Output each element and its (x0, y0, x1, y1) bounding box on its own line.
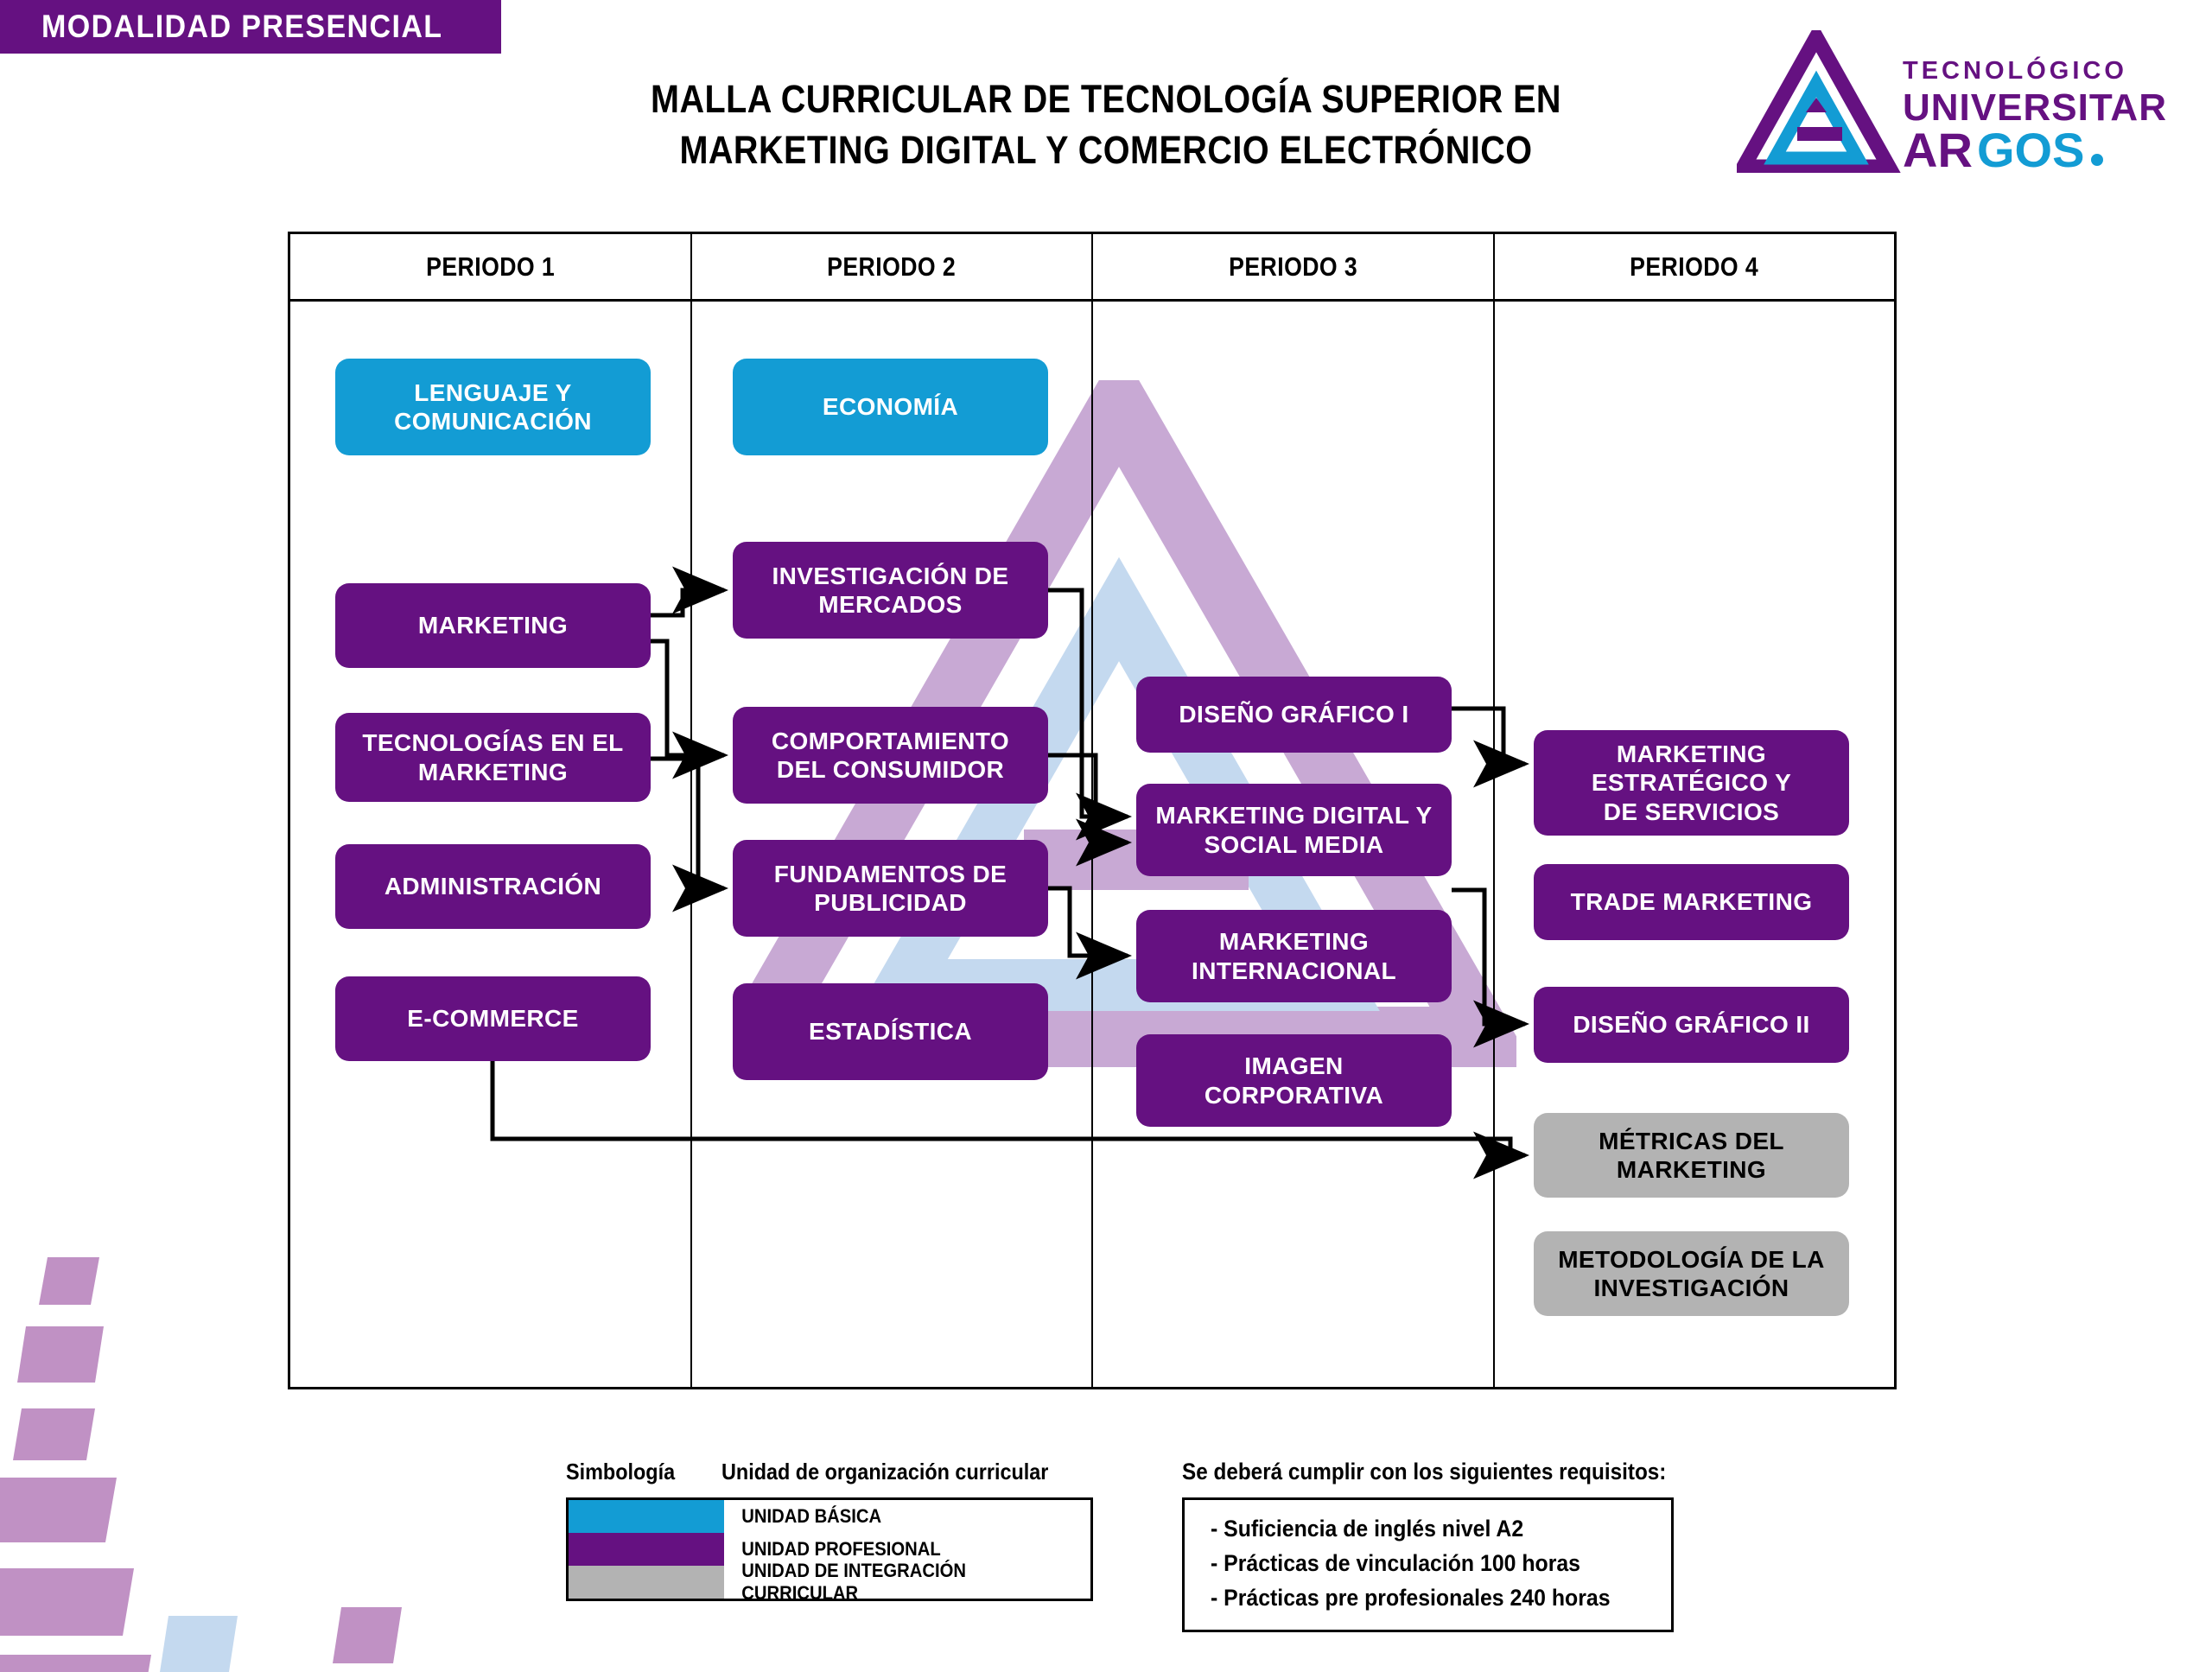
course-box-estadistica[interactable]: ESTADÍSTICA (733, 983, 1048, 1080)
requirement-item: - Suficiencia de inglés nivel A2 (1211, 1516, 1524, 1542)
requirements-box: - Suficiencia de inglés nivel A2 - Práct… (1182, 1497, 1674, 1632)
course-box-mkestrategico[interactable]: MARKETING ESTRATÉGICO Y DE SERVICIOS (1534, 730, 1849, 836)
course-label: LENGUAJE Y COMUNICACIÓN (394, 378, 592, 435)
column-body-periodo-4 (1495, 302, 1895, 1387)
course-box-economia[interactable]: ECONOMÍA (733, 359, 1048, 455)
legend-table: UNIDAD BÁSICA UNIDAD PROFESIONAL UNIDAD … (566, 1497, 1093, 1604)
logo-dot-icon (2091, 154, 2103, 166)
legend-headers: Simbología Unidad de organización curric… (566, 1459, 1093, 1485)
logo-line-1: TECNOLÓGICO (1903, 55, 2127, 85)
legend-swatch-profesional (569, 1533, 724, 1566)
course-label: MARKETING DIGITAL Y SOCIAL MEDIA (1155, 802, 1433, 858)
legend-swatch-basica (569, 1500, 724, 1533)
requirements-title: Se deberá cumplir con los siguientes req… (1182, 1459, 1667, 1484)
course-label: ECONOMÍA (822, 393, 959, 421)
legend: Simbología Unidad de organización curric… (566, 1459, 1093, 1604)
legend-row-basica: UNIDAD BÁSICA (569, 1500, 1090, 1533)
column-header-periodo-1: PERIODO 1 (290, 234, 692, 299)
course-label: DISEÑO GRÁFICO II (1573, 1011, 1810, 1039)
course-box-marketing[interactable]: MARKETING (335, 583, 651, 668)
modality-banner-label: MODALIDAD PRESENCIAL (41, 9, 443, 44)
logo-word-gos: GOS (1977, 123, 2084, 173)
course-box-administracion[interactable]: ADMINISTRACIÓN (335, 844, 651, 929)
page-title-line-2: MARKETING DIGITAL Y COMERCIO ELECTRÓNICO (679, 128, 1533, 173)
modality-banner: MODALIDAD PRESENCIAL (0, 0, 501, 54)
course-label: DISEÑO GRÁFICO I (1179, 701, 1409, 728)
course-label: MARKETING INTERNACIONAL (1192, 928, 1396, 984)
course-label: COMPORTAMIENTO DEL CONSUMIDOR (771, 727, 1010, 783)
legend-row-profesional: UNIDAD PROFESIONAL (569, 1533, 1090, 1566)
course-label: TECNOLOGÍAS EN EL MARKETING (362, 729, 624, 785)
course-box-mkinternacional[interactable]: MARKETING INTERNACIONAL (1136, 910, 1452, 1002)
legend-label-basica: UNIDAD BÁSICA (741, 1505, 882, 1527)
requirement-item: - Prácticas pre profesionales 240 horas (1211, 1584, 1611, 1611)
course-box-metricas[interactable]: MÉTRICAS DEL MARKETING (1534, 1113, 1849, 1198)
course-box-lenguaje[interactable]: LENGUAJE Y COMUNICACIÓN (335, 359, 651, 455)
course-box-imagen[interactable]: IMAGEN CORPORATIVA (1136, 1034, 1452, 1127)
page-title: MALLA CURRICULAR DE TECNOLOGÍA SUPERIOR … (553, 73, 1659, 176)
course-box-ecommerce[interactable]: E-COMMERCE (335, 976, 651, 1061)
column-header-periodo-2: PERIODO 2 (692, 234, 1093, 299)
course-box-investigacion[interactable]: INVESTIGACIÓN DE MERCADOS (733, 542, 1048, 639)
requirements-section: Se deberá cumplir con los siguientes req… (1182, 1459, 1720, 1632)
course-box-disenoII[interactable]: DISEÑO GRÁFICO II (1534, 987, 1849, 1063)
course-box-metodologia[interactable]: METODOLOGÍA DE LA INVESTIGACIÓN (1534, 1231, 1849, 1316)
course-label: MARKETING ESTRATÉGICO Y DE SERVICIOS (1591, 741, 1792, 825)
page-title-line-1: MALLA CURRICULAR DE TECNOLOGÍA SUPERIOR … (651, 77, 1561, 121)
course-box-disenoI[interactable]: DISEÑO GRÁFICO I (1136, 677, 1452, 753)
course-label: MARKETING (417, 612, 569, 639)
column-header-periodo-3: PERIODO 3 (1093, 234, 1495, 299)
course-label: E-COMMERCE (407, 1005, 579, 1033)
course-label: INVESTIGACIÓN DE MERCADOS (772, 562, 1009, 618)
legend-header-unit: Unidad de organización curricular (721, 1459, 1049, 1484)
course-label: METODOLOGÍA DE LA INVESTIGACIÓN (1558, 1245, 1825, 1301)
course-label: ESTADÍSTICA (809, 1018, 972, 1046)
logo-line-2: UNIVERSITARIO (1903, 86, 2169, 129)
course-box-comportamiento[interactable]: COMPORTAMIENTO DEL CONSUMIDOR (733, 707, 1048, 804)
legend-swatch-integracion (569, 1566, 724, 1599)
course-label: MÉTRICAS DEL MARKETING (1599, 1127, 1784, 1183)
course-label: FUNDAMENTOS DE PUBLICIDAD (773, 860, 1007, 916)
course-box-trade[interactable]: TRADE MARKETING (1534, 864, 1849, 940)
argos-logo: TECNOLÓGICO UNIVERSITARIO AR GOS (1737, 30, 2169, 173)
course-label: TRADE MARKETING (1570, 888, 1813, 916)
course-label: IMAGEN CORPORATIVA (1204, 1052, 1384, 1109)
logo-word-ar: AR (1903, 123, 1973, 173)
column-header-periodo-4: PERIODO 4 (1630, 251, 1759, 282)
course-box-tecnologias[interactable]: TECNOLOGÍAS EN EL MARKETING (335, 713, 651, 802)
legend-label-profesional: UNIDAD PROFESIONAL (741, 1538, 941, 1560)
legend-header-symbol: Simbología (566, 1459, 676, 1484)
course-box-mkdigital[interactable]: MARKETING DIGITAL Y SOCIAL MEDIA (1136, 784, 1452, 876)
logo-triangle-icon (1737, 30, 1901, 173)
requirement-item: - Prácticas de vinculación 100 horas (1211, 1549, 1581, 1576)
legend-label-integracion: UNIDAD DE INTEGRACIÓN CURRICULAR (741, 1560, 966, 1604)
course-box-fundamentos[interactable]: FUNDAMENTOS DE PUBLICIDAD (733, 840, 1048, 937)
grid-header-row: PERIODO 1 PERIODO 2 PERIODO 3 PERIODO 4 (290, 234, 1894, 302)
course-label: ADMINISTRACIÓN (384, 873, 602, 900)
legend-row-integracion: UNIDAD DE INTEGRACIÓN CURRICULAR (569, 1560, 1090, 1604)
